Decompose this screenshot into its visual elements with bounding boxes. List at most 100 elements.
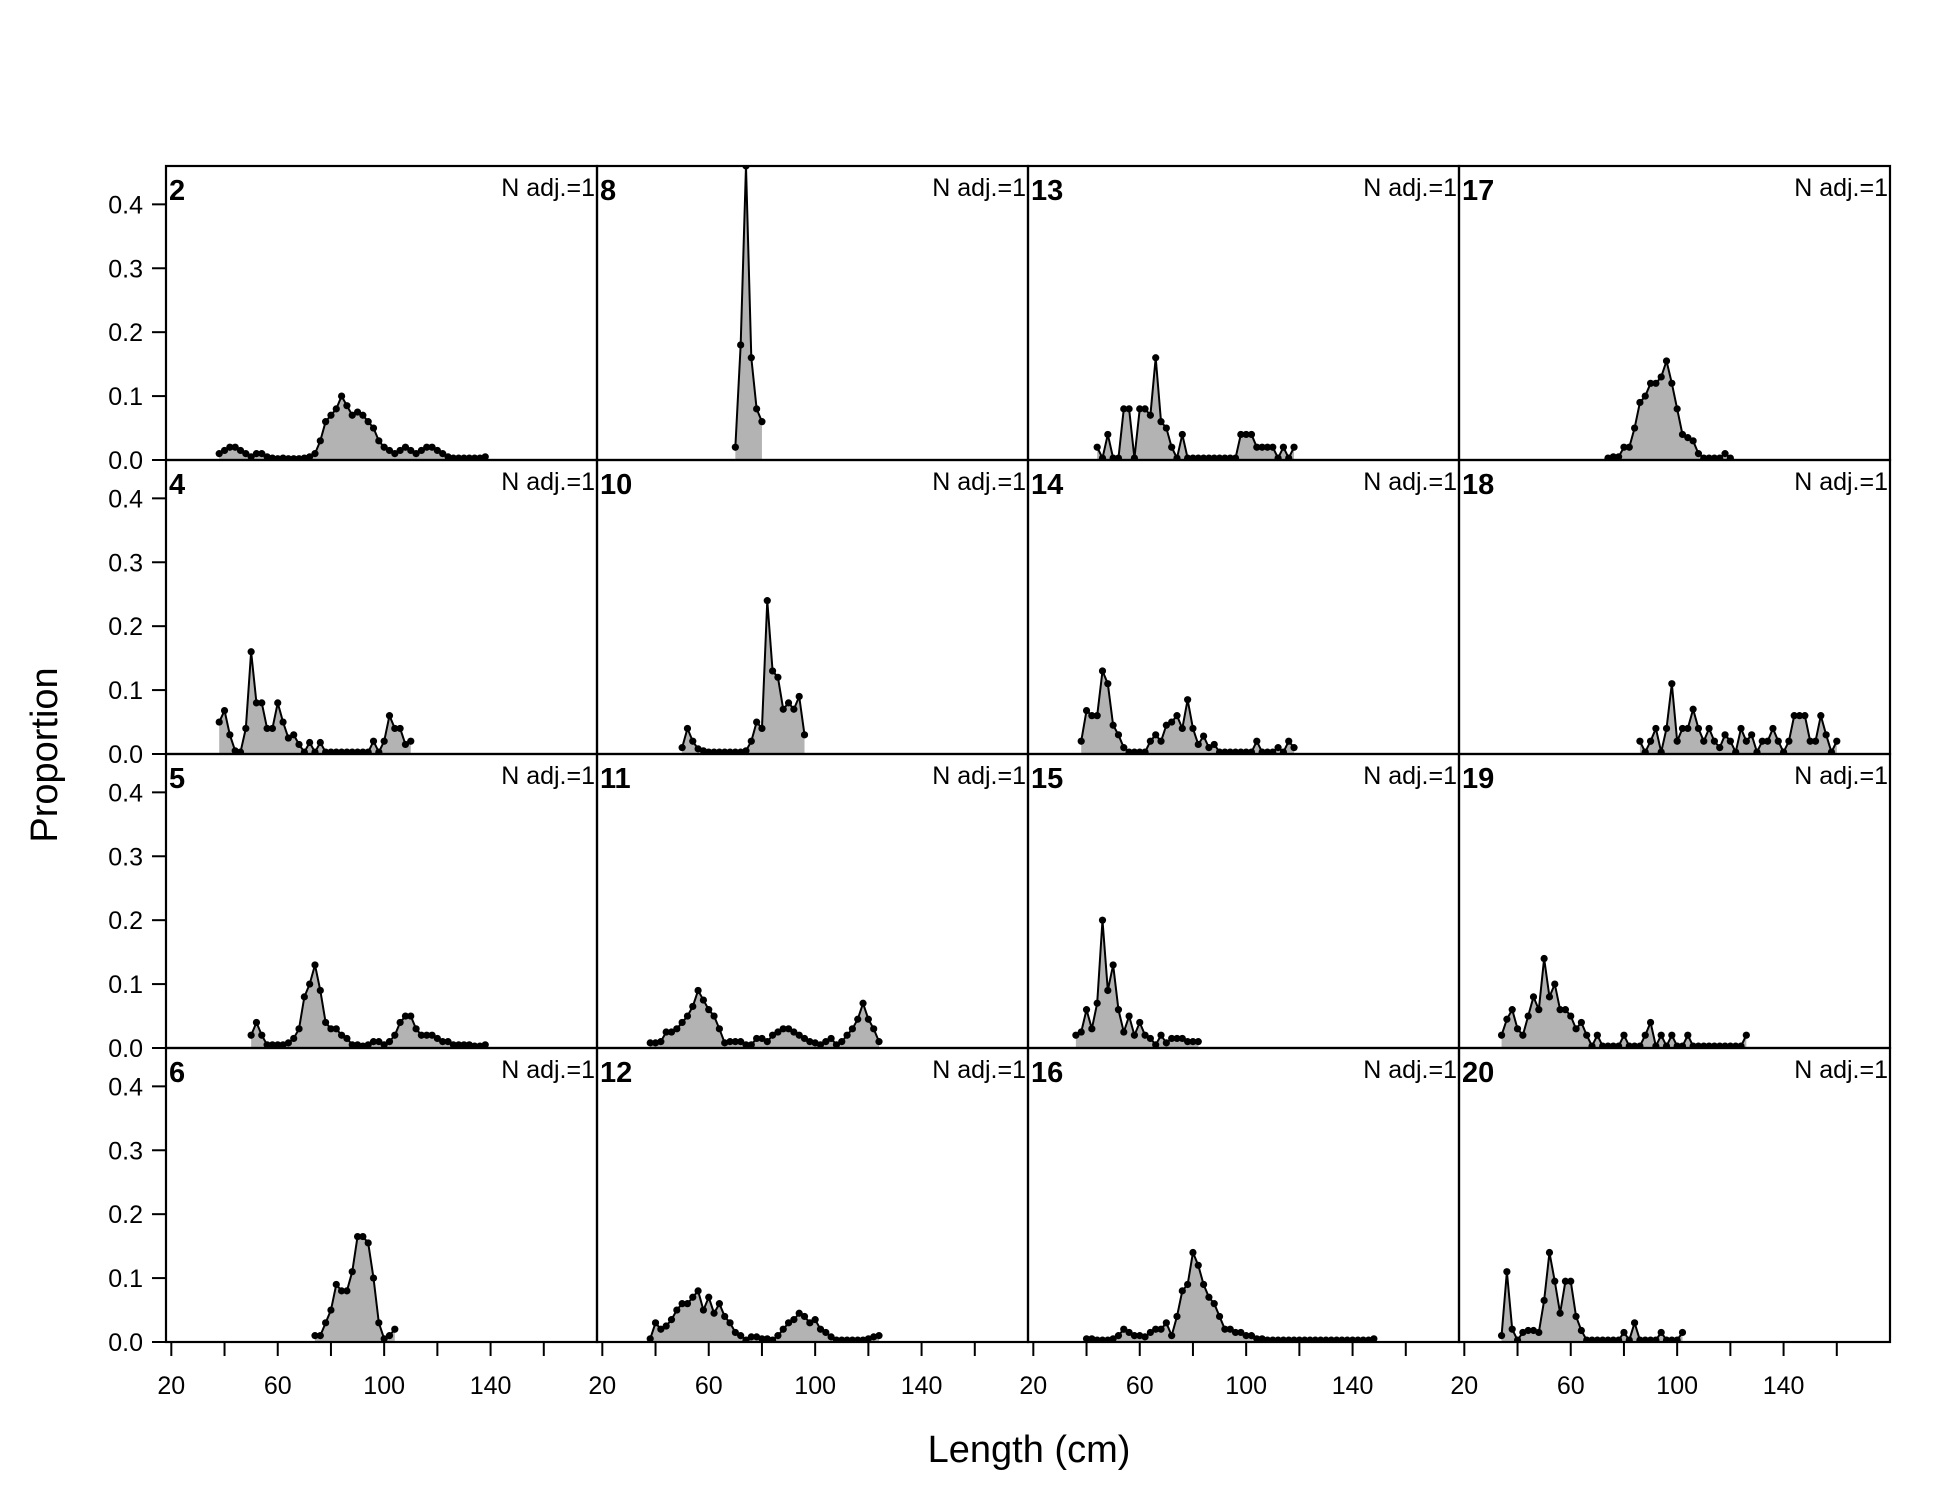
- data-point: [274, 699, 282, 707]
- data-point: [1630, 1319, 1639, 1327]
- data-point: [316, 1332, 324, 1340]
- data-point: [646, 1335, 654, 1342]
- data-point: [1577, 1326, 1585, 1335]
- data-point: [1274, 744, 1282, 752]
- data-point: [1279, 443, 1288, 451]
- data-point: [1210, 740, 1218, 749]
- data-point: [423, 1031, 431, 1039]
- data-point: [428, 1031, 436, 1039]
- data-point: [1540, 1296, 1548, 1305]
- data-point: [359, 1042, 367, 1048]
- data-point: [1646, 379, 1655, 387]
- data-point: [444, 1038, 452, 1046]
- data-point: [300, 454, 308, 460]
- data-point: [369, 1274, 378, 1282]
- data-point: [332, 405, 340, 413]
- data-point: [678, 744, 686, 752]
- panel-border: [164, 164, 599, 462]
- data-point: [694, 986, 702, 995]
- data-point: [1120, 744, 1128, 752]
- data-point: [1721, 450, 1729, 458]
- data-point: [1253, 1335, 1261, 1342]
- data-point: [380, 1041, 388, 1048]
- data-point: [662, 1028, 670, 1036]
- data-point: [1258, 443, 1266, 451]
- data-point: [1636, 737, 1644, 745]
- y-tick-label: 0.1: [108, 383, 143, 411]
- data-point: [1700, 737, 1708, 745]
- panel-note: N adj.=1: [1794, 1056, 1888, 1084]
- panel-label: 13: [1031, 175, 1063, 207]
- panel-data: [1082, 1248, 1378, 1342]
- data-point: [1274, 454, 1282, 460]
- panel-label: 11: [600, 763, 631, 795]
- panel-border: [595, 752, 1030, 1050]
- data-point: [327, 1306, 335, 1314]
- data-point: [699, 1306, 708, 1314]
- data-point: [343, 1034, 351, 1043]
- panel-note: N adj.=1: [1794, 762, 1888, 790]
- data-point: [1226, 1325, 1234, 1333]
- data-point: [263, 724, 271, 733]
- data-point: [1157, 1325, 1165, 1333]
- panel-label: 8: [600, 175, 616, 207]
- data-point: [768, 1031, 777, 1039]
- y-tick-label: 0.3: [108, 1137, 143, 1165]
- data-point: [1545, 1248, 1554, 1257]
- data-point: [1561, 1006, 1570, 1014]
- data-point: [721, 1312, 729, 1321]
- data-point: [779, 1025, 787, 1033]
- data-point: [1785, 737, 1793, 745]
- data-point: [1109, 1335, 1117, 1342]
- data-point: [1630, 424, 1639, 432]
- data-point: [332, 1280, 340, 1289]
- data-point: [1231, 454, 1240, 460]
- data-point: [268, 1041, 277, 1048]
- data-point: [353, 1232, 362, 1241]
- data-point: [364, 1239, 372, 1247]
- data-point: [1157, 737, 1165, 745]
- data-point: [1742, 737, 1750, 745]
- panel-note: N adj.=1: [501, 1056, 595, 1084]
- data-point: [689, 1002, 697, 1011]
- data-point: [1764, 737, 1772, 745]
- data-point: [343, 1287, 351, 1295]
- data-point: [1109, 721, 1117, 729]
- data-point: [1247, 748, 1256, 754]
- data-point: [1615, 1042, 1623, 1048]
- x-tick-label: 20: [157, 1372, 185, 1400]
- data-point: [1141, 1031, 1149, 1039]
- data-point: [220, 706, 229, 715]
- data-point: [1732, 748, 1740, 754]
- data-point: [1551, 1277, 1559, 1285]
- x-tick-label: 60: [695, 1372, 723, 1400]
- panel-label: 19: [1462, 763, 1494, 795]
- data-point: [1221, 1325, 1229, 1333]
- data-point: [433, 1034, 441, 1043]
- data-point: [375, 1038, 383, 1046]
- data-point: [1178, 1287, 1186, 1295]
- data-point: [1668, 379, 1676, 387]
- data-point: [1551, 980, 1559, 988]
- data-point: [1194, 1261, 1202, 1269]
- data-point: [832, 1041, 841, 1048]
- data-point: [1508, 1325, 1516, 1333]
- data-point: [1710, 737, 1719, 745]
- panel-data: [1604, 357, 1734, 460]
- data-point: [1088, 1025, 1096, 1033]
- data-point: [737, 1332, 745, 1340]
- data-point: [1082, 706, 1091, 715]
- data-point: [758, 418, 766, 426]
- data-point: [843, 1031, 851, 1039]
- data-point: [1173, 454, 1181, 460]
- data-point: [1716, 744, 1724, 752]
- data-point: [1215, 1312, 1224, 1321]
- data-point: [1508, 1006, 1516, 1014]
- y-tick-label: 0.0: [108, 1329, 143, 1357]
- data-point: [306, 738, 314, 747]
- data-point: [348, 1268, 356, 1276]
- panel-label: 12: [600, 1057, 632, 1089]
- panel-label: 15: [1031, 763, 1063, 795]
- data-point: [423, 443, 431, 451]
- data-point: [322, 418, 330, 426]
